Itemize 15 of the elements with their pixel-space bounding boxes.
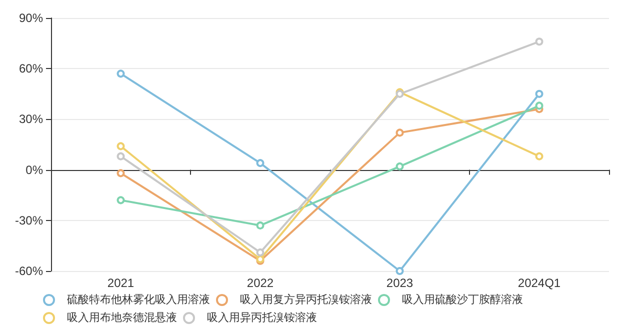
x-tick-label: 2021 bbox=[107, 276, 134, 290]
y-tick-label: 90% bbox=[18, 11, 44, 25]
y-tick-label: -60% bbox=[14, 264, 44, 278]
x-tick-label: 2023 bbox=[386, 276, 414, 290]
y-tick-label: 60% bbox=[18, 62, 44, 76]
legend-label: 吸入用复方异丙托溴铵溶液 bbox=[240, 293, 372, 306]
y-tick-label: 30% bbox=[18, 112, 44, 126]
x-tick-label: 2024Q1 bbox=[518, 276, 561, 290]
legend-label: 吸入用布地奈德混悬液 bbox=[67, 311, 177, 324]
legend-label: 吸入用异丙托溴铵溶液 bbox=[207, 311, 317, 324]
x-tick-label: 2022 bbox=[246, 276, 274, 290]
legend-label: 吸入用硫酸沙丁胺醇溶液 bbox=[402, 293, 523, 306]
y-tick-label: -30% bbox=[14, 213, 44, 228]
legend-label: 硫酸特布他林雾化吸入用溶液 bbox=[67, 293, 210, 306]
y-tick-label: 0% bbox=[26, 162, 44, 177]
